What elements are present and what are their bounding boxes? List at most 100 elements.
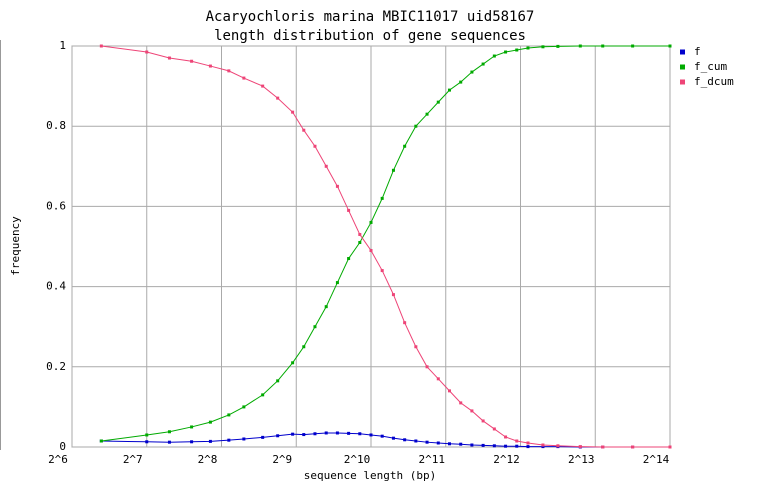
data-point <box>668 445 672 449</box>
data-point <box>335 431 339 435</box>
data-point <box>291 361 295 365</box>
x-tick-label: 2^8 <box>198 453 218 466</box>
data-point <box>515 48 519 52</box>
data-point <box>447 389 451 393</box>
data-point <box>261 84 265 88</box>
x-tick-label: 2^6 <box>48 453 68 466</box>
data-point <box>347 208 351 212</box>
data-point <box>447 88 451 92</box>
data-point <box>492 54 496 58</box>
data-point <box>526 445 530 449</box>
data-point <box>227 413 231 417</box>
data-point <box>515 439 519 443</box>
data-point <box>425 440 429 444</box>
data-point <box>324 431 328 435</box>
y-tick-label: 1 <box>59 39 66 52</box>
data-point <box>556 444 560 448</box>
data-point <box>436 377 440 381</box>
data-point <box>631 44 635 48</box>
data-point <box>481 443 485 447</box>
data-point <box>380 269 384 273</box>
data-point <box>414 439 418 443</box>
data-point <box>492 427 496 431</box>
data-point <box>391 168 395 172</box>
data-point <box>276 379 280 383</box>
data-point <box>242 437 246 441</box>
data-point <box>601 445 605 449</box>
data-point <box>347 257 351 261</box>
data-point <box>358 232 362 236</box>
data-point <box>302 433 306 437</box>
data-point <box>99 439 103 443</box>
data-point <box>291 432 295 436</box>
series-line <box>101 45 670 442</box>
data-point <box>227 69 231 73</box>
legend-label: f_dcum <box>694 75 734 88</box>
data-point <box>425 112 429 116</box>
y-tick-label: 0.8 <box>46 119 66 132</box>
data-point <box>515 444 519 448</box>
data-point <box>556 44 560 48</box>
data-point <box>380 434 384 438</box>
data-point <box>459 442 463 446</box>
data-point <box>391 293 395 297</box>
data-point <box>335 184 339 188</box>
data-point <box>414 345 418 349</box>
data-point <box>380 196 384 200</box>
y-tick-label: 0.2 <box>46 360 66 373</box>
data-point <box>302 128 306 132</box>
data-point <box>99 44 103 48</box>
data-point <box>324 164 328 168</box>
data-point <box>208 439 212 443</box>
chart-subtitle: length distribution of gene sequences <box>214 28 526 44</box>
series-line <box>101 45 670 448</box>
data-point <box>391 436 395 440</box>
data-point <box>145 440 149 444</box>
y-tick-label: 0 <box>59 440 66 453</box>
x-tick-label: 2^11 <box>419 453 446 466</box>
data-point <box>276 96 280 100</box>
x-tick-label: 2^10 <box>344 453 371 466</box>
x-axis-label: sequence length (bp) <box>304 469 436 482</box>
data-point <box>403 438 407 442</box>
y-tick-label: 0.6 <box>46 199 66 212</box>
data-point <box>313 325 317 329</box>
data-point <box>358 240 362 244</box>
data-point <box>242 405 246 409</box>
data-point <box>313 144 317 148</box>
legend-marker <box>680 64 685 70</box>
data-point <box>436 100 440 104</box>
data-point <box>481 62 485 66</box>
data-point <box>261 393 265 397</box>
data-point <box>369 220 373 224</box>
data-point <box>601 44 605 48</box>
y-axis-label: frequency <box>9 216 22 276</box>
x-tick-label: 2^12 <box>493 453 520 466</box>
data-point <box>492 444 496 448</box>
data-point <box>190 59 194 63</box>
legend-label: f_cum <box>694 60 727 73</box>
data-point <box>541 445 545 449</box>
data-point <box>358 432 362 436</box>
x-tick-label: 2^7 <box>123 453 143 466</box>
data-point <box>541 45 545 49</box>
data-point <box>578 445 582 449</box>
x-tick-label: 2^14 <box>643 453 670 466</box>
data-point <box>668 44 672 48</box>
legend-marker <box>680 49 685 55</box>
data-point <box>470 409 474 413</box>
data-point <box>369 249 373 253</box>
legend-label: f <box>694 45 701 58</box>
data-point <box>470 70 474 74</box>
data-point <box>459 401 463 405</box>
data-point <box>261 435 265 439</box>
data-point <box>526 46 530 50</box>
data-point <box>167 56 171 60</box>
data-point <box>242 76 246 80</box>
x-tick-label: 2^9 <box>272 453 292 466</box>
data-point <box>403 144 407 148</box>
data-point <box>526 441 530 445</box>
data-point <box>414 124 418 128</box>
data-point <box>436 441 440 445</box>
